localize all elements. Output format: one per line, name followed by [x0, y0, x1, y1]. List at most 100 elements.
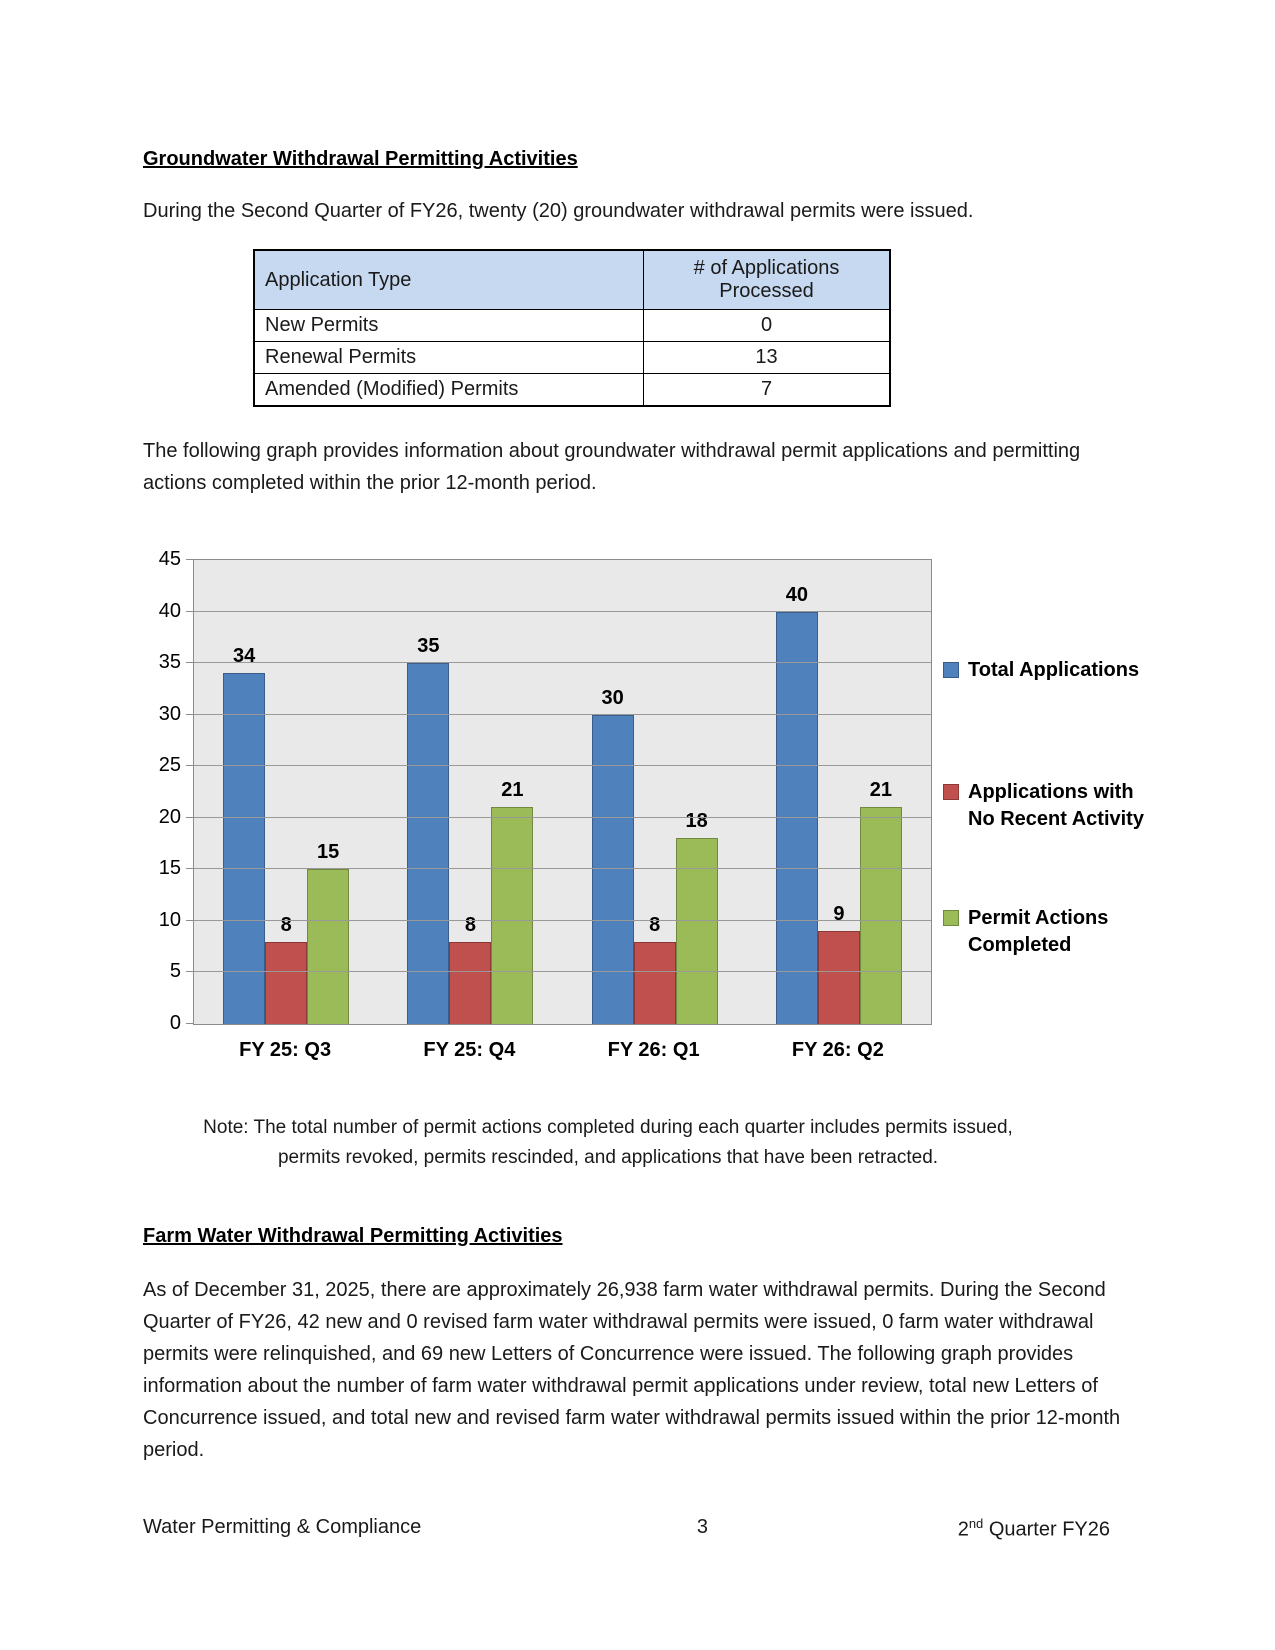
y-axis-label: 10 — [158, 908, 181, 931]
groundwater-intro-paragraph: During the Second Quarter of FY26, twent… — [143, 200, 974, 222]
legend-swatch-red — [943, 784, 959, 800]
legend-label: Permit Actions Completed — [968, 907, 1109, 956]
y-axis-tick — [186, 713, 194, 715]
y-axis-label: 30 — [158, 702, 181, 725]
y-axis-label: 0 — [169, 1012, 181, 1034]
bar-value-label: 8 — [280, 913, 292, 936]
table-cell-count: 0 — [643, 309, 891, 342]
y-axis-label: 35 — [158, 651, 181, 674]
gridline — [194, 610, 931, 612]
gridline — [194, 713, 931, 715]
y-axis-label: 15 — [158, 857, 181, 880]
permit-applications-bar-chart: 34 8 15 35 8 21 30 8 18 40 9 21 FY 25: Q3 FY 25: Q4 F… — [143, 547, 1144, 1103]
x-axis-label: FY 25: Q4 — [423, 1039, 516, 1061]
y-axis-tick — [186, 971, 194, 973]
gridline — [194, 971, 931, 973]
bar-value-label: 18 — [685, 810, 708, 833]
legend-item-no-recent-activity: Applications with No Recent Activity — [943, 779, 1158, 833]
table-cell-type: New Permits — [253, 309, 644, 342]
footer-document-title: Water Permitting & Compliance — [143, 1516, 422, 1538]
bar: 18 — [675, 810, 718, 1024]
y-axis-tick — [186, 559, 194, 560]
y-axis-tick — [186, 919, 194, 921]
bar-group-fy-25-q3: 34 8 15 — [194, 560, 378, 1024]
gridline — [194, 868, 931, 870]
chart-plot-area: 34 8 15 35 8 21 30 8 18 40 9 21 — [186, 559, 932, 1025]
bar-group-fy-26-q2: 40 9 21 — [747, 560, 931, 1024]
bar-groups: 34 8 15 35 8 21 30 8 18 40 9 21 — [194, 560, 931, 1024]
bar-value-label: 21 — [501, 779, 524, 802]
graph-intro-paragraph: The following graph provides information… — [143, 440, 1081, 494]
bar-value-label: 9 — [833, 903, 845, 926]
bar: 8 — [633, 914, 676, 1024]
x-axis-label: FY 26: Q1 — [607, 1039, 700, 1061]
y-axis-label: 25 — [158, 754, 181, 777]
gridline — [194, 765, 931, 767]
footer-page-number: 3 — [696, 1516, 708, 1538]
bar-value-label: 30 — [601, 686, 624, 709]
chart-note: Note: The total number of permit actions… — [143, 1113, 1073, 1173]
legend-label: Applications with No Recent Activity — [968, 781, 1144, 830]
section-heading-groundwater: Groundwater Withdrawal Permitting Activi… — [143, 148, 578, 170]
page-footer: Water Permitting & Compliance 3 2nd Quar… — [143, 1516, 1132, 1546]
bar-value-label: 8 — [464, 913, 476, 936]
bar: 8 — [449, 914, 492, 1024]
gridline — [194, 919, 931, 921]
table-cell-type: Amended (Modified) Permits — [253, 373, 644, 407]
y-axis-tick — [186, 816, 194, 818]
bar: 35 — [407, 635, 450, 1024]
y-axis-label: 40 — [158, 599, 181, 622]
table-cell-type: Renewal Permits — [253, 341, 644, 374]
footer-quarter-number: 2 — [957, 1518, 969, 1541]
bar: 15 — [307, 841, 350, 1024]
table-header-row: Application Type # of Applications Proce… — [253, 249, 891, 310]
table-cell-count: 7 — [643, 373, 891, 407]
table-row: Renewal Permits 13 — [253, 341, 891, 374]
table-header-num-processed: # of Applications Processed — [643, 249, 891, 310]
legend-swatch-blue — [943, 662, 959, 678]
y-axis-tick — [186, 868, 194, 870]
y-axis-tick — [186, 610, 194, 612]
legend-item-permit-actions: Permit Actions Completed — [943, 905, 1158, 959]
bar: 8 — [265, 914, 308, 1024]
table-cell-count: 13 — [643, 341, 891, 374]
y-axis-tick — [186, 765, 194, 767]
legend-item-total-applications: Total Applications — [943, 657, 1139, 684]
y-axis-tick — [186, 1023, 194, 1024]
gridline — [194, 816, 931, 818]
footer-quarter-ordinal: nd — [968, 1516, 984, 1531]
footer-quarter-text: Quarter FY26 — [983, 1518, 1110, 1541]
farm-water-paragraph: As of December 31, 2025, there are appro… — [143, 1279, 1121, 1461]
footer-quarter-label: 2nd Quarter FY26 — [958, 1516, 1110, 1542]
gridline — [194, 662, 931, 664]
bar-value-label: 34 — [233, 645, 256, 668]
chart-legend: Total Applications Applications with No … — [943, 547, 1158, 1037]
bar-value-label: 8 — [649, 913, 661, 936]
bar: 34 — [223, 645, 266, 1024]
page-content: Groundwater Withdrawal Permitting Activi… — [143, 0, 1144, 1466]
bar: 21 — [859, 779, 902, 1024]
bar-value-label: 35 — [417, 635, 440, 658]
y-axis-label: 20 — [158, 805, 181, 828]
bar: 9 — [817, 903, 860, 1024]
bar-group-fy-25-q4: 35 8 21 — [378, 560, 562, 1024]
x-axis-label: FY 26: Q2 — [791, 1039, 884, 1061]
x-axis-label: FY 25: Q3 — [239, 1039, 332, 1061]
y-axis-tick — [186, 662, 194, 664]
section-heading-farm-water: Farm Water Withdrawal Permitting Activit… — [143, 1225, 563, 1247]
chart-note-line2: permits revoked, permits rescinded, and … — [277, 1147, 939, 1168]
bar: 21 — [491, 779, 534, 1024]
table-header-application-type: Application Type — [253, 249, 644, 310]
y-axis-label: 5 — [169, 960, 181, 983]
applications-processed-table: Application Type # of Applications Proce… — [253, 249, 891, 407]
table-row: Amended (Modified) Permits 7 — [253, 373, 891, 407]
table-row: New Permits 0 — [253, 309, 891, 342]
bar-value-label: 15 — [317, 841, 340, 864]
x-axis-labels: FY 25: Q3 FY 25: Q4 FY 26: Q1 FY 26: Q2 — [193, 1039, 930, 1062]
legend-label: Total Applications — [968, 659, 1140, 681]
y-axis-label: 45 — [158, 548, 181, 570]
chart-note-line1: Note: The total number of permit actions… — [203, 1117, 1013, 1138]
bar: 40 — [775, 584, 818, 1024]
bar-group-fy-26-q1: 30 8 18 — [563, 560, 747, 1024]
